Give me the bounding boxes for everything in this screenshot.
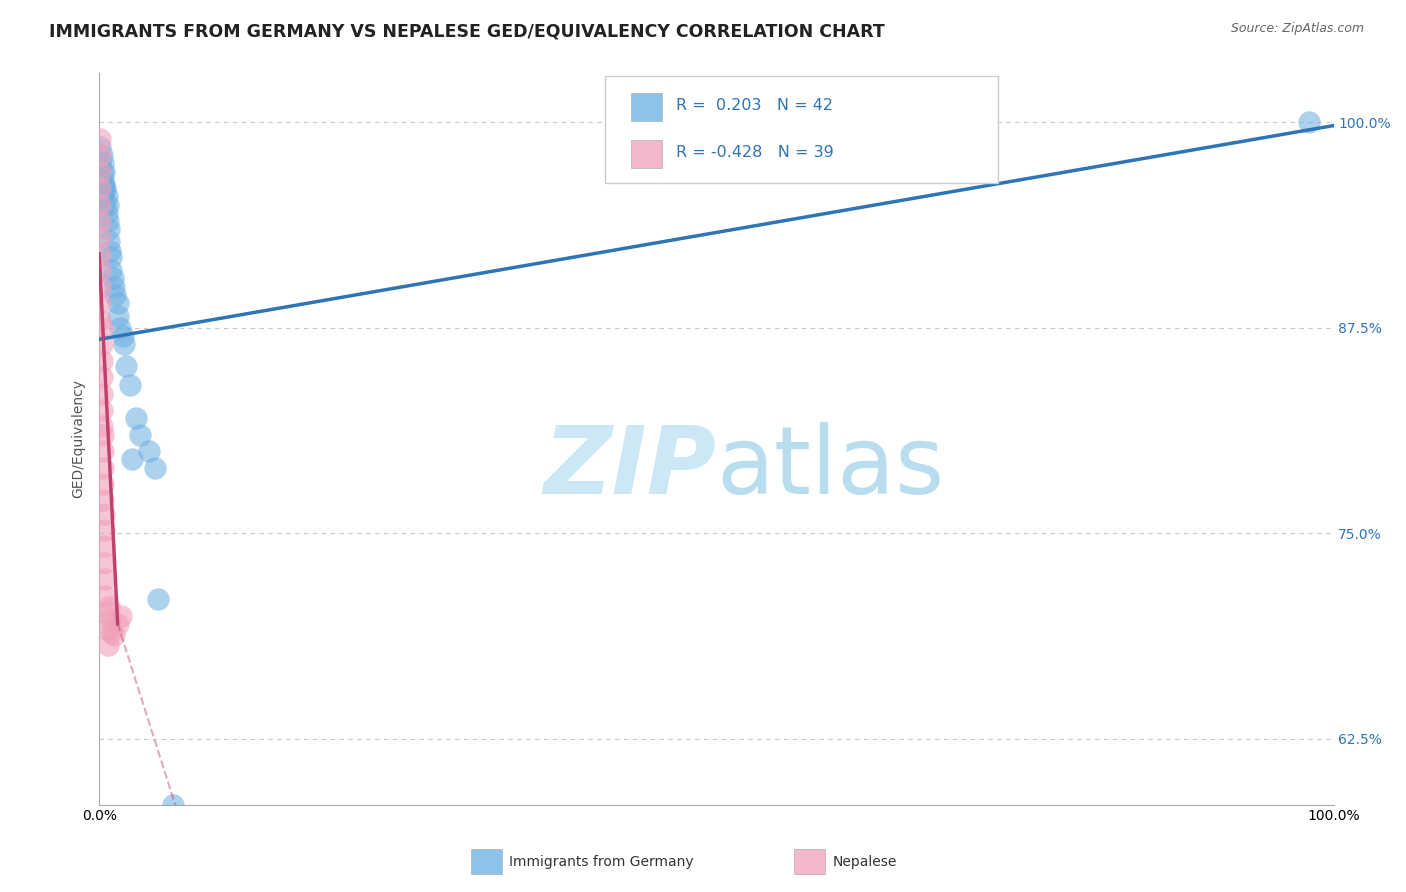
Point xyxy=(115,359,138,373)
Point xyxy=(91,173,114,187)
Point xyxy=(96,189,118,203)
Point xyxy=(89,189,111,203)
Text: IMMIGRANTS FROM GERMANY VS NEPALESE GED/EQUIVALENCY CORRELATION CHART: IMMIGRANTS FROM GERMANY VS NEPALESE GED/… xyxy=(49,22,884,40)
Point xyxy=(107,616,129,631)
Point xyxy=(89,132,111,146)
Point xyxy=(91,156,114,170)
Point xyxy=(118,378,141,392)
Point xyxy=(162,797,184,812)
Point xyxy=(112,337,135,351)
Point xyxy=(93,556,115,570)
Point xyxy=(107,296,129,310)
Point xyxy=(96,605,118,619)
Point xyxy=(110,608,132,623)
Point xyxy=(103,628,125,642)
Point xyxy=(97,197,120,211)
Point xyxy=(107,310,129,324)
Point xyxy=(128,427,150,442)
Point xyxy=(89,148,111,162)
Point xyxy=(94,197,117,211)
Point xyxy=(91,493,114,508)
Text: ZIP: ZIP xyxy=(544,422,716,514)
Point xyxy=(89,214,111,228)
Point xyxy=(96,205,118,219)
Point xyxy=(98,222,121,236)
Point xyxy=(90,321,112,335)
Point xyxy=(97,638,120,652)
Point xyxy=(101,271,124,285)
Point xyxy=(100,625,122,640)
Point xyxy=(91,460,114,475)
Point xyxy=(89,140,111,154)
Text: Source: ZipAtlas.com: Source: ZipAtlas.com xyxy=(1230,22,1364,36)
Point xyxy=(89,173,111,187)
Point xyxy=(90,370,112,384)
Point xyxy=(125,411,148,425)
Text: Immigrants from Germany: Immigrants from Germany xyxy=(509,855,693,869)
Point xyxy=(93,164,115,178)
Point xyxy=(108,321,131,335)
Point xyxy=(90,403,112,417)
Point xyxy=(90,148,112,162)
Point xyxy=(94,573,117,587)
Text: R =  0.203   N = 42: R = 0.203 N = 42 xyxy=(676,98,834,112)
Point xyxy=(89,164,111,178)
Point xyxy=(93,540,115,554)
Point xyxy=(90,419,112,434)
Point xyxy=(98,244,121,258)
Point xyxy=(94,589,117,603)
Point xyxy=(93,523,115,537)
Point xyxy=(93,185,115,199)
Point xyxy=(100,250,122,264)
Point xyxy=(90,386,112,401)
Point xyxy=(89,247,111,261)
Text: atlas: atlas xyxy=(716,422,945,514)
Point xyxy=(89,181,111,195)
Point xyxy=(89,197,111,211)
Point xyxy=(94,181,117,195)
Point xyxy=(93,507,115,521)
Point xyxy=(90,181,112,195)
Point xyxy=(121,452,143,467)
Point xyxy=(89,296,111,310)
Point xyxy=(97,214,120,228)
Point xyxy=(104,288,127,302)
Point xyxy=(98,600,121,615)
Point xyxy=(89,263,111,277)
Point xyxy=(1298,115,1320,129)
Point xyxy=(89,230,111,244)
Y-axis label: GED/Equivalency: GED/Equivalency xyxy=(72,379,86,499)
Point xyxy=(93,178,115,192)
Point xyxy=(96,622,118,636)
Point xyxy=(91,444,114,458)
Point xyxy=(89,156,111,170)
Point xyxy=(103,279,125,293)
Point xyxy=(148,592,170,607)
Point xyxy=(90,353,112,368)
Point xyxy=(111,329,134,343)
Text: Nepalese: Nepalese xyxy=(832,855,897,869)
Point xyxy=(98,612,121,626)
Point xyxy=(100,263,122,277)
Point xyxy=(91,189,114,203)
Point xyxy=(91,427,114,442)
Point xyxy=(91,477,114,491)
Point xyxy=(90,337,112,351)
Point xyxy=(89,312,111,326)
Point xyxy=(89,279,111,293)
Point xyxy=(143,460,166,475)
Text: R = -0.428   N = 39: R = -0.428 N = 39 xyxy=(676,145,834,160)
Point xyxy=(138,444,160,458)
Point xyxy=(98,234,121,248)
Point xyxy=(90,164,112,178)
